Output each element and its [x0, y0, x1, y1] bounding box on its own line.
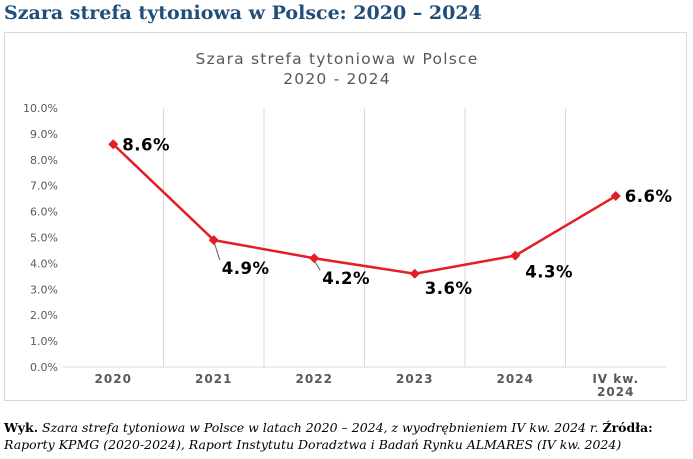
caption-sources: Raporty KPMG (2020-2024), Raport Instytu…	[4, 437, 622, 452]
data-point-marker	[108, 139, 119, 150]
caption-text: Szara strefa tytoniowa w Polsce w latach…	[38, 420, 603, 435]
x-tick-label: IV kw.	[592, 372, 639, 386]
y-tick-label: 5.0%	[30, 232, 58, 245]
y-tick-label: 8.0%	[30, 154, 58, 167]
label-leader-line	[314, 261, 321, 271]
data-label: 8.6%	[122, 135, 170, 154]
series-polyline	[112, 143, 617, 276]
data-label: 6.6%	[625, 187, 673, 206]
figure-caption: Wyk. Szara strefa tytoniowa w Polsce w l…	[4, 419, 690, 453]
y-axis-ticks: 0.0% 1.0% 2.0% 3.0% 4.0% 5.0% 6.0% 7.0% 8.0% 9.0%…	[23, 102, 58, 374]
data-point-marker	[208, 235, 219, 246]
chart-gridlines	[63, 108, 666, 368]
chart-title: Szara strefa tytoniowa w Polsce 2020 - 20…	[196, 50, 479, 88]
x-axis-ticks: 2020 2021 2022 2023 2024 IV kw.2024	[95, 372, 639, 399]
data-label: 4.9%	[222, 259, 270, 278]
data-labels: 8.6% 4.9% 4.2% 3.6% 4.3% 6.6%	[122, 135, 672, 298]
data-point-marker	[409, 268, 420, 279]
data-label: 3.6%	[425, 279, 473, 298]
line-chart: Szara strefa tytoniowa w Polsce 2020 - 20…	[23, 50, 672, 399]
data-point-marker	[510, 250, 521, 261]
y-tick-label: 6.0%	[30, 206, 58, 219]
caption-lead: Wyk.	[4, 420, 39, 435]
chart-title-line: Szara strefa tytoniowa w Polsce	[196, 50, 479, 68]
y-tick-label: 7.0%	[30, 180, 58, 193]
series-line	[108, 139, 621, 279]
x-tick-label: 2022	[296, 372, 333, 386]
label-leader-line	[214, 243, 221, 261]
y-tick-label: 10.0%	[23, 102, 58, 115]
data-point-marker	[309, 253, 320, 264]
page-heading: Szara strefa tytoniowa w Polsce: 2020 – …	[4, 2, 482, 24]
y-tick-label: 2.0%	[30, 309, 58, 322]
y-tick-label: 4.0%	[30, 257, 58, 270]
x-tick-label: 2023	[396, 372, 433, 386]
x-tick-label: 2024	[597, 385, 634, 399]
chart-title-line: 2020 - 2024	[283, 70, 391, 88]
x-tick-label: 2020	[95, 372, 132, 386]
data-label: 4.3%	[525, 263, 573, 282]
caption-sources-label: Źródła:	[602, 420, 653, 435]
y-tick-label: 9.0%	[30, 128, 58, 141]
y-tick-label: 3.0%	[30, 283, 58, 296]
y-tick-label: 1.0%	[30, 335, 58, 348]
chart-frame	[4, 32, 687, 401]
data-point-marker	[610, 191, 621, 202]
y-tick-label: 0.0%	[30, 361, 58, 374]
x-tick-label: 2024	[497, 372, 534, 386]
x-tick-label: 2021	[195, 372, 232, 386]
data-label: 4.2%	[322, 269, 370, 288]
